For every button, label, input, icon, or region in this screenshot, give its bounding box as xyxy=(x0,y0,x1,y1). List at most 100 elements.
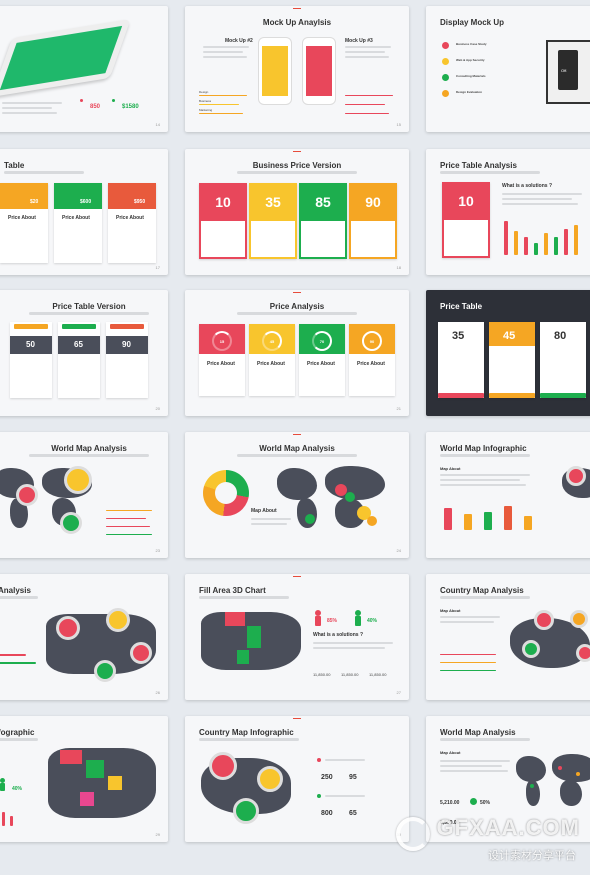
slide-title: Country Map Analysis xyxy=(440,586,524,595)
feature-label: Business Case Study xyxy=(456,42,487,46)
feature-label: Consulting Materials xyxy=(456,74,486,78)
metric-label: Business xyxy=(199,99,212,103)
monitor-mockup: Off. xyxy=(546,40,590,104)
price-value: 65 xyxy=(74,340,83,349)
stat-value: 6,500.00 xyxy=(440,820,460,826)
slide-title: World Map Analysis xyxy=(440,728,516,737)
slide-price-table-analysis[interactable]: Price Table Analysis 10 What is a soluti… xyxy=(426,149,590,275)
page-number: 29 xyxy=(155,832,160,837)
slide-mockup-analysis[interactable]: Mock Up Anaylsis Mock Up #2 Mock Up #3 D… xyxy=(185,6,409,132)
map-about-heading: Map About xyxy=(251,508,277,514)
watermark-tagline: 设计素材分享平台 xyxy=(488,850,576,862)
stat-value: 800 xyxy=(321,810,333,817)
percent-value: 70 xyxy=(319,339,325,344)
page-number: 24 xyxy=(396,548,401,553)
slide-price-table-version[interactable]: Price Table Version 50 65 90 20 xyxy=(0,290,168,416)
metric-label: Design xyxy=(199,90,209,94)
monitor-screen-text: Off. xyxy=(561,68,568,73)
price-about-heading: Price About xyxy=(207,361,235,367)
price-about-heading: Price About xyxy=(62,215,90,221)
feature-label: Web & App Security xyxy=(456,58,485,62)
slide-world-map-analysis-1[interactable]: World Map Analysis 23 xyxy=(0,432,168,558)
slide-business-price[interactable]: Business Price Version 10 35 85 90 18 xyxy=(185,149,409,275)
phone-mockup-red xyxy=(302,37,336,105)
percent-value: 90 xyxy=(369,339,375,344)
slide-price-table[interactable]: Table $20 Price About $600 Price About $… xyxy=(0,149,168,275)
price-about-heading: Price About xyxy=(307,361,335,367)
slide-world-map-analysis-3[interactable]: World Map Analysis Map About 5,210.00 50… xyxy=(426,716,590,842)
mockup-label-3: Mock Up #3 xyxy=(345,38,373,44)
slide-country-analysis[interactable]: Analysis 26 xyxy=(0,574,168,700)
page-number: 15 xyxy=(396,122,401,127)
price-value: $950 xyxy=(134,199,146,205)
price-about-heading: Price About xyxy=(8,215,36,221)
price-about-heading: Price About xyxy=(357,361,385,367)
price-about-heading: Price About xyxy=(116,215,144,221)
slide-us-infographic[interactable]: fographic 40% 29 xyxy=(0,716,168,842)
slide-world-map-infographic[interactable]: World Map Infographic Map About 25 xyxy=(426,432,590,558)
price-value: 45 xyxy=(503,330,516,342)
price-value: 90 xyxy=(365,194,381,210)
slide-price-analysis[interactable]: Price Analysis 15 Price About 45 Price A… xyxy=(185,290,409,416)
slide-title: Price Table Analysis xyxy=(440,161,517,170)
page-number: 27 xyxy=(396,690,401,695)
price-value: 35 xyxy=(265,194,281,210)
question-heading: What is a solutions ? xyxy=(502,183,553,189)
slide-title: Mock Up Anaylsis xyxy=(262,18,332,27)
watermark-logo xyxy=(396,817,430,851)
price-value: $600 xyxy=(80,199,92,205)
slide-title: Country Map Infographic xyxy=(199,728,294,737)
stat-850: 850 xyxy=(90,104,101,110)
feature-label: Design Evaluation xyxy=(456,90,483,94)
stat-value: 95 xyxy=(349,774,357,781)
stat-value: 50% xyxy=(480,800,491,806)
slide-price-table-dark[interactable]: Price Table 35 45 80 xyxy=(426,290,590,416)
slide-title: fographic xyxy=(0,728,35,737)
slide-ipad-mockup[interactable]: 850 $1580 14 xyxy=(0,6,168,132)
page-number: 23 xyxy=(155,548,160,553)
map-about-heading: Map About xyxy=(440,608,461,613)
metric-label: Marketing xyxy=(199,108,213,112)
percent-value: 40% xyxy=(12,786,23,792)
page-number: 14 xyxy=(155,122,160,127)
slide-title: Price Table xyxy=(440,302,483,311)
slide-title: Business Price Version xyxy=(252,161,342,170)
slide-title: World Map Infographic xyxy=(440,444,527,453)
ipad-mockup xyxy=(0,18,131,98)
slide-title: World Map Analysis xyxy=(259,444,335,453)
stat-value: 250 xyxy=(321,774,333,781)
slide-fill-area-3d-chart[interactable]: Fill Area 3D Chart 85% 40% What is a sol… xyxy=(185,574,409,700)
stat-value: 5,210.00 xyxy=(440,800,460,806)
stat-value: 11,850.00 xyxy=(313,672,331,677)
price-value: $20 xyxy=(30,199,39,205)
slide-title: Fill Area 3D Chart xyxy=(199,586,266,595)
slide-country-map-infographic[interactable]: Country Map Infographic 250 95 800 65 30 xyxy=(185,716,409,842)
page-number: 21 xyxy=(396,406,401,411)
percent-value: 15 xyxy=(219,339,225,344)
page-number: 18 xyxy=(396,265,401,270)
slide-title: Analysis xyxy=(0,586,31,595)
percent-value: 45 xyxy=(269,339,275,344)
price-value: 10 xyxy=(458,193,474,209)
price-value: 10 xyxy=(215,194,231,210)
price-about-heading: Price About xyxy=(257,361,285,367)
map-about-heading: Map About xyxy=(440,466,461,471)
slide-title: Display Mock Up xyxy=(440,18,505,27)
slide-title: Table xyxy=(4,161,25,170)
percent-value: 85% xyxy=(327,618,338,624)
page-number: 17 xyxy=(155,265,160,270)
price-value: 35 xyxy=(452,330,465,342)
slide-title: Price Table Version xyxy=(52,302,126,311)
slide-country-map-analysis[interactable]: Country Map Analysis Map About 28 xyxy=(426,574,590,700)
page-number: 20 xyxy=(155,406,160,411)
stat-value: 11,850.00 xyxy=(369,672,387,677)
stat-value: 65 xyxy=(349,810,357,817)
mockup-label-2: Mock Up #2 xyxy=(225,38,253,44)
donut-chart xyxy=(203,470,249,516)
price-value: 85 xyxy=(315,194,331,210)
slide-display-mockup[interactable]: Display Mock Up Business Case Study Web … xyxy=(426,6,590,132)
page-number: 26 xyxy=(155,690,160,695)
slide-world-map-analysis-2[interactable]: World Map Analysis Map About 24 xyxy=(185,432,409,558)
stat-1580: $1580 xyxy=(122,104,139,110)
